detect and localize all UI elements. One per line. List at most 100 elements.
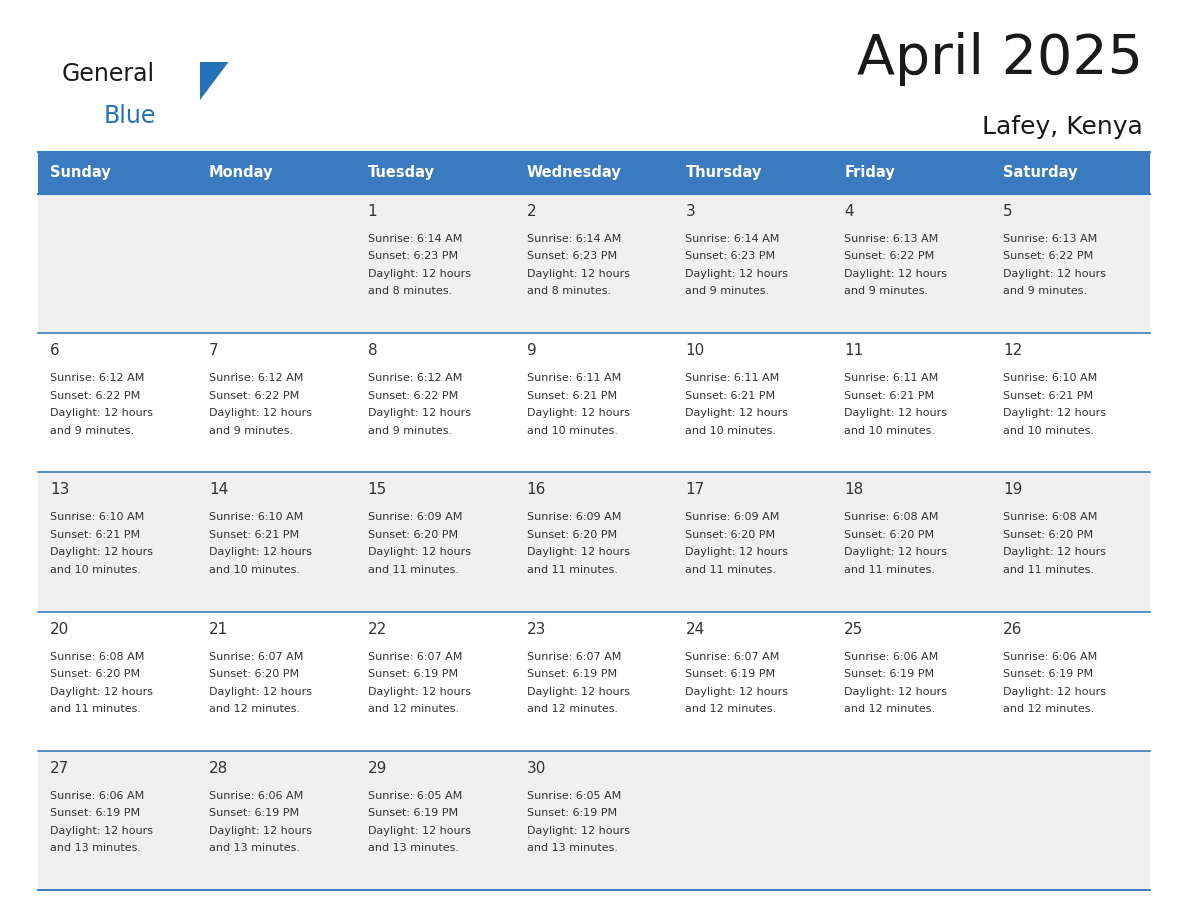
Text: Daylight: 12 hours: Daylight: 12 hours — [50, 687, 153, 697]
Text: Blue: Blue — [105, 104, 157, 128]
Bar — [38, 473, 1150, 611]
Text: and 10 minutes.: and 10 minutes. — [209, 565, 299, 575]
Text: Daylight: 12 hours: Daylight: 12 hours — [1003, 687, 1106, 697]
Text: Sunset: 6:21 PM: Sunset: 6:21 PM — [526, 391, 617, 400]
Text: Sunrise: 6:12 AM: Sunrise: 6:12 AM — [50, 374, 145, 383]
Text: Sunrise: 6:12 AM: Sunrise: 6:12 AM — [368, 374, 462, 383]
Text: Daylight: 12 hours: Daylight: 12 hours — [685, 547, 789, 557]
Text: Daylight: 12 hours: Daylight: 12 hours — [368, 269, 470, 279]
Text: Daylight: 12 hours: Daylight: 12 hours — [368, 826, 470, 835]
Text: Sunset: 6:20 PM: Sunset: 6:20 PM — [1003, 530, 1093, 540]
Text: and 10 minutes.: and 10 minutes. — [50, 565, 141, 575]
Text: Sunset: 6:20 PM: Sunset: 6:20 PM — [845, 530, 935, 540]
Text: 6: 6 — [50, 343, 59, 358]
Text: Sunrise: 6:08 AM: Sunrise: 6:08 AM — [1003, 512, 1098, 522]
Bar — [38, 751, 1150, 890]
Text: and 13 minutes.: and 13 minutes. — [50, 844, 141, 854]
Text: 25: 25 — [845, 621, 864, 636]
Bar — [38, 333, 1150, 473]
Text: Daylight: 12 hours: Daylight: 12 hours — [845, 547, 947, 557]
Text: Sunset: 6:22 PM: Sunset: 6:22 PM — [209, 391, 299, 400]
Text: Sunrise: 6:07 AM: Sunrise: 6:07 AM — [685, 652, 779, 662]
Text: and 13 minutes.: and 13 minutes. — [209, 844, 299, 854]
Text: 27: 27 — [50, 761, 69, 776]
Text: Tuesday: Tuesday — [368, 165, 435, 181]
Text: 17: 17 — [685, 482, 704, 498]
Text: Daylight: 12 hours: Daylight: 12 hours — [526, 409, 630, 419]
Text: Daylight: 12 hours: Daylight: 12 hours — [50, 409, 153, 419]
Text: and 12 minutes.: and 12 minutes. — [209, 704, 301, 714]
Text: Friday: Friday — [845, 165, 895, 181]
Text: 18: 18 — [845, 482, 864, 498]
Text: Daylight: 12 hours: Daylight: 12 hours — [526, 269, 630, 279]
Text: and 9 minutes.: and 9 minutes. — [209, 426, 293, 436]
Text: 12: 12 — [1003, 343, 1023, 358]
Text: Sunset: 6:21 PM: Sunset: 6:21 PM — [209, 530, 299, 540]
Bar — [38, 152, 197, 194]
Text: 5: 5 — [1003, 204, 1012, 219]
Text: Sunrise: 6:06 AM: Sunrise: 6:06 AM — [209, 790, 303, 800]
Text: Sunrise: 6:12 AM: Sunrise: 6:12 AM — [209, 374, 303, 383]
Text: and 11 minutes.: and 11 minutes. — [1003, 565, 1094, 575]
Text: 1: 1 — [368, 204, 378, 219]
Text: Sunset: 6:19 PM: Sunset: 6:19 PM — [1003, 669, 1093, 679]
Polygon shape — [200, 62, 228, 100]
Text: and 12 minutes.: and 12 minutes. — [845, 704, 935, 714]
Text: Sunset: 6:22 PM: Sunset: 6:22 PM — [368, 391, 457, 400]
Text: and 9 minutes.: and 9 minutes. — [845, 286, 928, 297]
Text: Daylight: 12 hours: Daylight: 12 hours — [1003, 409, 1106, 419]
Text: 4: 4 — [845, 204, 854, 219]
Bar — [674, 152, 833, 194]
Text: 15: 15 — [368, 482, 387, 498]
Text: Daylight: 12 hours: Daylight: 12 hours — [368, 547, 470, 557]
Text: Sunset: 6:19 PM: Sunset: 6:19 PM — [845, 669, 935, 679]
Text: Thursday: Thursday — [685, 165, 762, 181]
Text: Sunrise: 6:07 AM: Sunrise: 6:07 AM — [368, 652, 462, 662]
Text: Daylight: 12 hours: Daylight: 12 hours — [845, 269, 947, 279]
Text: Sunrise: 6:06 AM: Sunrise: 6:06 AM — [845, 652, 939, 662]
Text: Sunrise: 6:10 AM: Sunrise: 6:10 AM — [50, 512, 144, 522]
Text: 14: 14 — [209, 482, 228, 498]
Text: Daylight: 12 hours: Daylight: 12 hours — [526, 826, 630, 835]
Text: Daylight: 12 hours: Daylight: 12 hours — [50, 547, 153, 557]
Text: 3: 3 — [685, 204, 695, 219]
Text: 16: 16 — [526, 482, 546, 498]
Text: 10: 10 — [685, 343, 704, 358]
Text: Sunset: 6:19 PM: Sunset: 6:19 PM — [685, 669, 776, 679]
Text: and 13 minutes.: and 13 minutes. — [526, 844, 618, 854]
Text: 29: 29 — [368, 761, 387, 776]
Text: Daylight: 12 hours: Daylight: 12 hours — [368, 687, 470, 697]
Text: Sunday: Sunday — [50, 165, 110, 181]
Text: Sunset: 6:20 PM: Sunset: 6:20 PM — [685, 530, 776, 540]
Text: Sunrise: 6:05 AM: Sunrise: 6:05 AM — [526, 790, 621, 800]
Text: Sunset: 6:19 PM: Sunset: 6:19 PM — [209, 809, 299, 818]
Text: General: General — [62, 62, 156, 86]
Text: April 2025: April 2025 — [857, 32, 1143, 86]
Text: Sunset: 6:19 PM: Sunset: 6:19 PM — [368, 669, 457, 679]
Bar — [991, 152, 1150, 194]
Text: Daylight: 12 hours: Daylight: 12 hours — [685, 409, 789, 419]
Text: Sunrise: 6:09 AM: Sunrise: 6:09 AM — [526, 512, 621, 522]
Text: 28: 28 — [209, 761, 228, 776]
Text: Lafey, Kenya: Lafey, Kenya — [982, 115, 1143, 139]
Bar — [38, 194, 1150, 333]
Text: Sunrise: 6:10 AM: Sunrise: 6:10 AM — [1003, 374, 1098, 383]
Text: 2: 2 — [526, 204, 536, 219]
Text: Sunset: 6:22 PM: Sunset: 6:22 PM — [845, 252, 935, 262]
Text: and 8 minutes.: and 8 minutes. — [526, 286, 611, 297]
Bar — [197, 152, 355, 194]
Text: Daylight: 12 hours: Daylight: 12 hours — [209, 547, 312, 557]
Text: and 11 minutes.: and 11 minutes. — [845, 565, 935, 575]
Text: Sunset: 6:22 PM: Sunset: 6:22 PM — [1003, 252, 1093, 262]
Text: Sunrise: 6:07 AM: Sunrise: 6:07 AM — [526, 652, 621, 662]
Text: 19: 19 — [1003, 482, 1023, 498]
Text: 21: 21 — [209, 621, 228, 636]
Text: Sunset: 6:20 PM: Sunset: 6:20 PM — [526, 530, 617, 540]
Text: and 13 minutes.: and 13 minutes. — [368, 844, 459, 854]
Text: 30: 30 — [526, 761, 546, 776]
Text: Sunrise: 6:10 AM: Sunrise: 6:10 AM — [209, 512, 303, 522]
Text: Wednesday: Wednesday — [526, 165, 621, 181]
Text: Daylight: 12 hours: Daylight: 12 hours — [1003, 269, 1106, 279]
Text: Sunrise: 6:07 AM: Sunrise: 6:07 AM — [209, 652, 303, 662]
Text: Sunset: 6:22 PM: Sunset: 6:22 PM — [50, 391, 140, 400]
